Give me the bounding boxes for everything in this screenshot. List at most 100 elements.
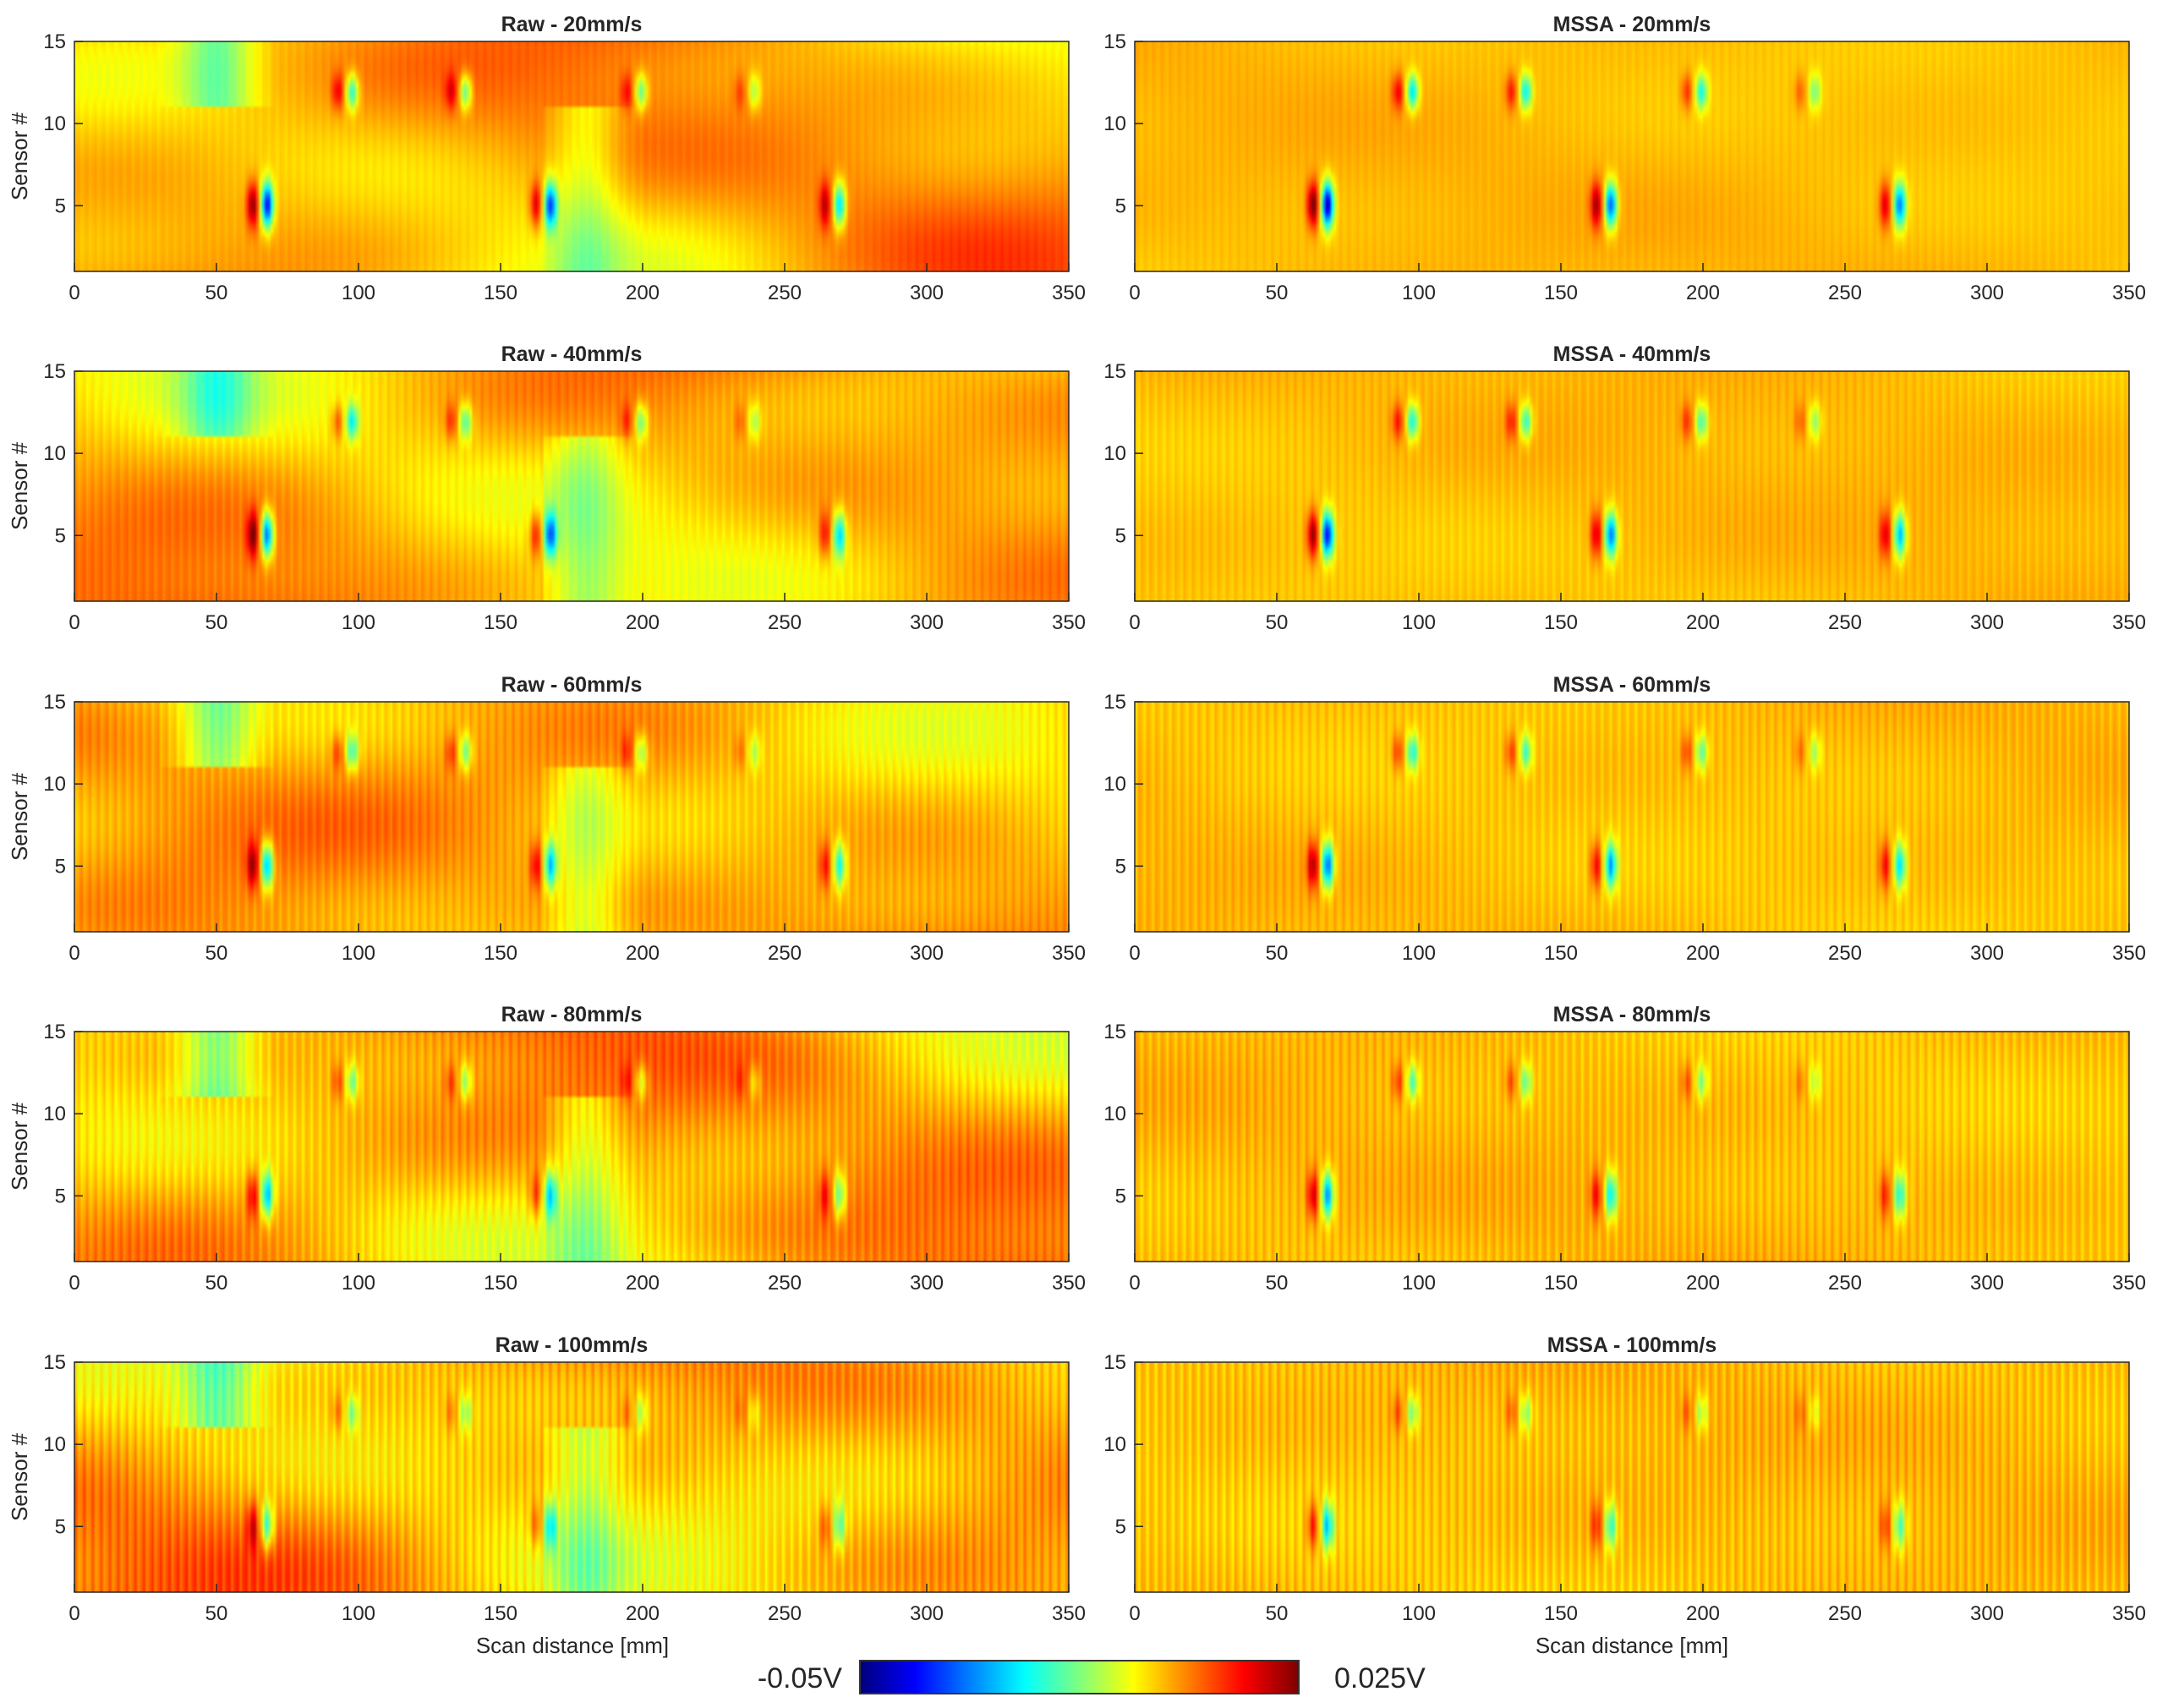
x-tick-label: 200 (1686, 1602, 1720, 1625)
x-tick-label: 250 (768, 611, 802, 634)
panel-title: Raw - 40mm/s (501, 342, 643, 366)
y-tick-label: 5 (1115, 1515, 1126, 1538)
y-tick-label: 15 (1103, 691, 1126, 714)
y-tick-label: 5 (55, 855, 66, 878)
y-tick-label: 15 (43, 691, 66, 714)
x-tick-label: 200 (626, 1602, 660, 1625)
y-tick-label: 15 (1103, 30, 1126, 53)
x-tick-label: 350 (1052, 942, 1086, 965)
y-tick-label: 5 (1115, 1185, 1126, 1207)
x-tick-label: 250 (768, 1272, 802, 1295)
x-tick-label: 350 (2112, 1602, 2146, 1625)
x-tick-label: 250 (768, 1602, 802, 1625)
panel-title: MSSA - 100mm/s (1547, 1333, 1717, 1357)
x-tick-label: 350 (2112, 942, 2146, 965)
heatmap-image (74, 702, 1069, 932)
panel-mssa-100: MSSA - 100mm/s 0 50 100 150 200 250 300 350 5 10 15 (1103, 1333, 2146, 1625)
x-tick-label: 0 (68, 1602, 79, 1625)
y-axis-label: Sensor # (7, 1432, 32, 1521)
x-tick-label: 250 (1828, 1602, 1862, 1625)
y-tick-label: 10 (1103, 1103, 1126, 1125)
y-tick-label: 5 (1115, 194, 1126, 217)
x-axis-labels: Scan distance [mm] Scan distance [mm] (476, 1633, 1728, 1658)
x-tick-label: 0 (68, 1272, 79, 1295)
y-tick-label: 15 (43, 1351, 66, 1374)
x-tick-label: 300 (910, 1272, 944, 1295)
x-tick-label: 300 (910, 611, 944, 634)
x-tick-label: 250 (1828, 282, 1862, 304)
x-tick-label: 250 (768, 282, 802, 304)
x-tick-label: 350 (2112, 1272, 2146, 1295)
colorbar-max-label: 0.025V (1334, 1662, 1426, 1694)
y-tick-label: 5 (55, 524, 66, 547)
x-tick-label: 200 (626, 1272, 660, 1295)
x-tick-label: 300 (1970, 1602, 2004, 1625)
panel-title: MSSA - 20mm/s (1553, 13, 1711, 36)
x-tick-label: 150 (1544, 282, 1578, 304)
y-tick-label: 5 (55, 1515, 66, 1538)
heatmap-image (1135, 41, 2129, 271)
x-tick-label: 0 (1129, 611, 1140, 634)
x-tick-label: 250 (768, 942, 802, 965)
axes-frame (74, 41, 1070, 272)
heatmap-image (74, 41, 1069, 271)
x-tick-label: 350 (1052, 611, 1086, 634)
x-tick-label: 0 (1129, 1602, 1140, 1625)
panel-mssa-60: MSSA - 60mm/s 0 50 100 150 200 250 300 350 5 10 15 (1103, 673, 2146, 965)
x-tick-label: 300 (1970, 1272, 2004, 1295)
panel-raw-60: Raw - 60mm/s 0 50 100 150 200 250 300 350 5 10 15 Se… (7, 673, 1086, 965)
x-tick-label: 50 (205, 282, 228, 304)
x-tick-label: 300 (910, 942, 944, 965)
y-tick-label: 5 (55, 1185, 66, 1207)
x-tick-label: 50 (1266, 942, 1289, 965)
panel-title: MSSA - 80mm/s (1553, 1003, 1711, 1026)
x-tick-label: 0 (1129, 942, 1140, 965)
x-tick-label: 100 (1402, 1602, 1436, 1625)
panel-raw-40: Raw - 40mm/s 0 50 100 150 200 250 300 350 5 10 15 Se… (7, 342, 1086, 634)
x-tick-label: 200 (626, 282, 660, 304)
x-tick-label: 100 (342, 1272, 375, 1295)
x-tick-label: 0 (68, 611, 79, 634)
y-tick-label: 10 (1103, 773, 1126, 796)
x-tick-label: 250 (1828, 942, 1862, 965)
x-tick-label: 100 (1402, 611, 1436, 634)
x-tick-label: 200 (1686, 611, 1720, 634)
axes-frame (1134, 41, 2130, 272)
x-tick-label: 200 (626, 942, 660, 965)
colorbar-labels: -0.05V 0.025V (758, 1662, 1426, 1694)
y-tick-label: 15 (43, 1021, 66, 1043)
heatmap-image (1135, 371, 2129, 601)
heatmap-image (74, 371, 1069, 601)
x-tick-label: 0 (68, 942, 79, 965)
x-tick-label: 100 (342, 282, 375, 304)
axes-frame (1134, 1361, 2130, 1593)
x-tick-label: 300 (910, 282, 944, 304)
heatmap-image (1135, 702, 2129, 932)
panel-title: Raw - 100mm/s (495, 1333, 649, 1357)
panel-title: Raw - 20mm/s (501, 13, 643, 36)
y-tick-label: 10 (43, 1103, 66, 1125)
axes-frame (74, 1361, 1070, 1593)
panel-raw-100: Raw - 100mm/s 0 50 100 150 200 250 300 350 5 10 15 S… (7, 1333, 1086, 1625)
y-tick-label: 15 (1103, 1021, 1126, 1043)
y-tick-label: 10 (43, 442, 66, 465)
x-tick-label: 150 (484, 1272, 517, 1295)
x-tick-label: 50 (1266, 282, 1289, 304)
x-tick-label: 250 (1828, 1272, 1862, 1295)
x-tick-label: 350 (1052, 1602, 1086, 1625)
x-tick-label: 150 (1544, 942, 1578, 965)
x-axis-label-right: Scan distance [mm] (1536, 1633, 1728, 1658)
heatmap-image (74, 1362, 1069, 1592)
heatmap-image (1135, 1362, 2129, 1592)
x-tick-label: 100 (1402, 282, 1436, 304)
x-tick-label: 350 (2112, 282, 2146, 304)
y-tick-label: 5 (1115, 524, 1126, 547)
axes-frame (1134, 1031, 2130, 1262)
axes-frame (74, 1031, 1070, 1262)
y-tick-label: 15 (1103, 1351, 1126, 1374)
y-axis-label: Sensor # (7, 441, 32, 530)
y-tick-label: 10 (1103, 112, 1126, 135)
panel-mssa-40: MSSA - 40mm/s 0 50 100 150 200 250 300 350 5 10 15 (1103, 342, 2146, 634)
x-tick-label: 200 (1686, 282, 1720, 304)
